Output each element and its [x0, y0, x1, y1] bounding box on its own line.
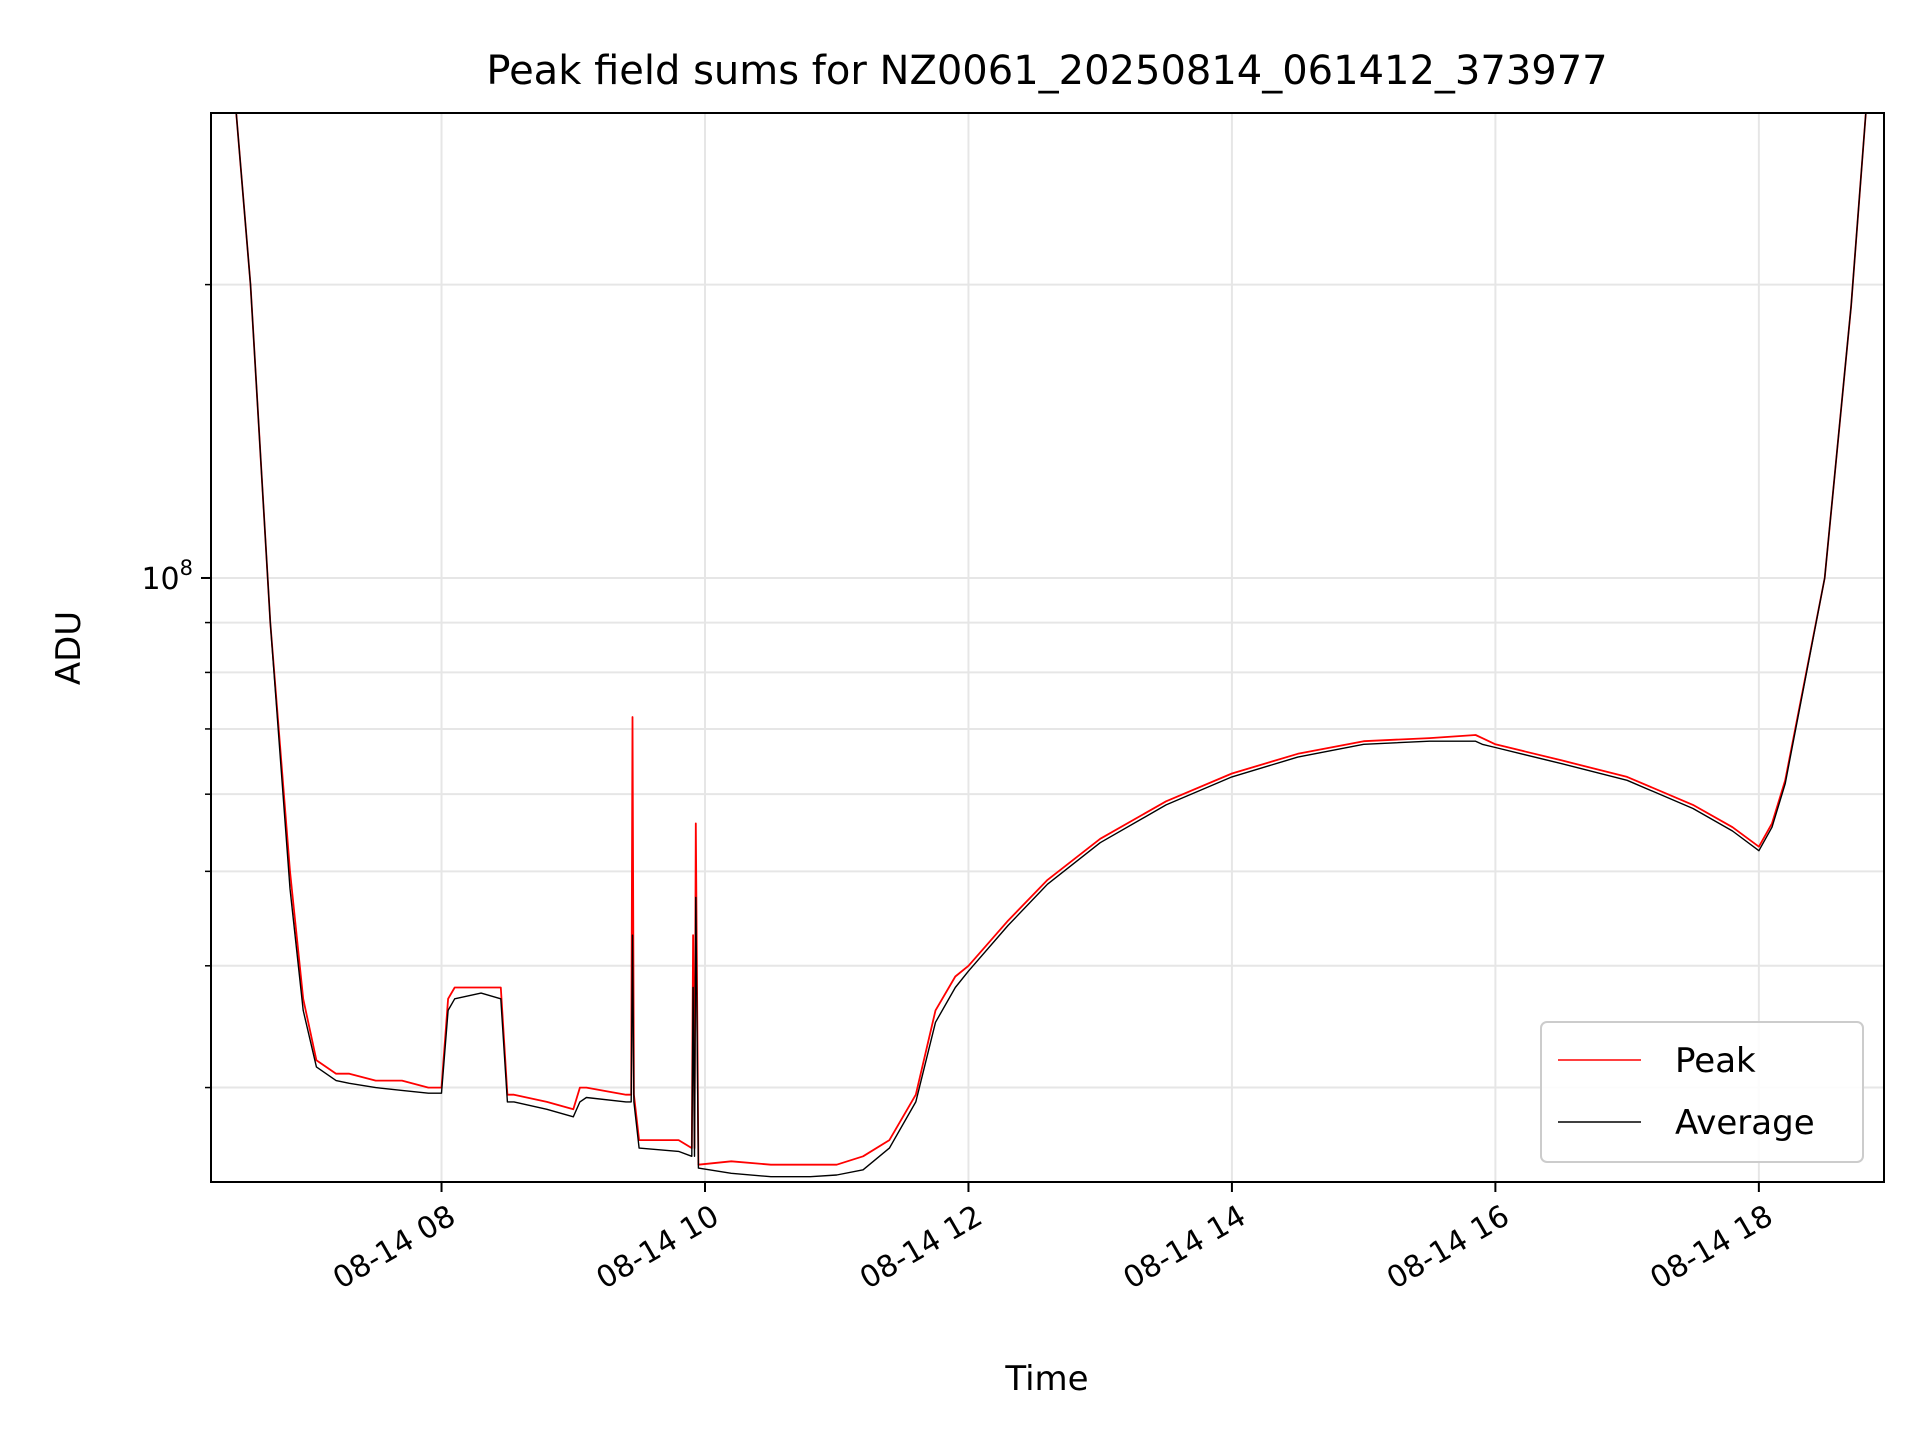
plot-frame — [210, 112, 1885, 1183]
series-line-average — [235, 113, 1867, 1178]
legend-box — [1540, 1021, 1864, 1163]
grid — [211, 113, 1884, 1182]
plot-area — [235, 113, 1867, 1178]
y-axis-label: ADU — [49, 611, 89, 685]
x-axis-label: Time — [1004, 1359, 1088, 1399]
legend: Peak Average — [1540, 1021, 1864, 1163]
series-layer — [235, 113, 1867, 1178]
legend-label-peak: Peak — [1675, 1041, 1756, 1081]
legend-label-average: Average — [1675, 1103, 1815, 1143]
chart-title: Peak field sums for NZ0061_20250814_0614… — [486, 48, 1607, 94]
